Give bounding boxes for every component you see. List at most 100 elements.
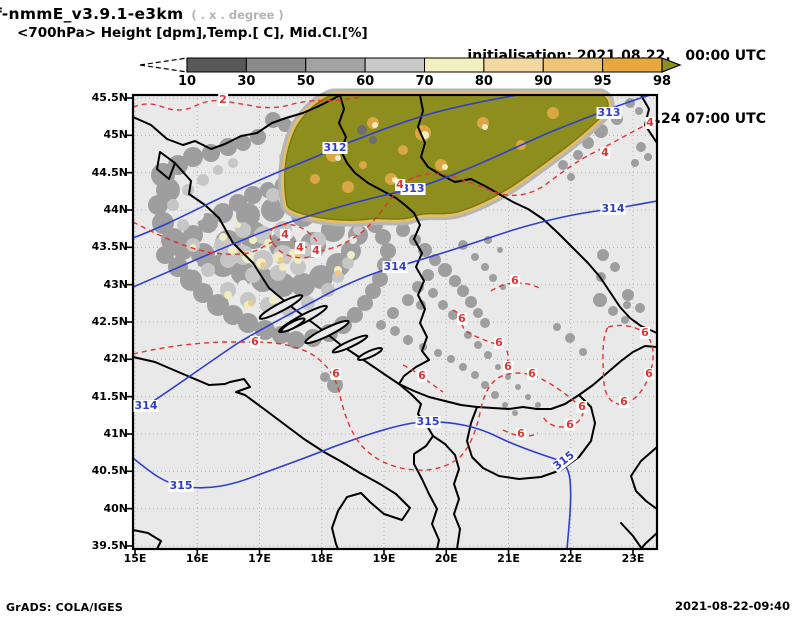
cloud-blob (193, 283, 213, 303)
colorbar-level-label: 95 (594, 74, 612, 89)
cloud-blob (238, 280, 248, 290)
cloud-blob (495, 364, 501, 370)
cloud-blob (290, 259, 306, 275)
cloud-blob (238, 313, 258, 333)
colorbar-level-label: 90 (534, 74, 552, 89)
cloud-blob (471, 371, 479, 379)
header-line1: f-nmmE_v3.9.1-e3km ( . x . degree ) (0, 4, 284, 23)
cloud-blob (261, 198, 285, 222)
cloud-blob (167, 199, 179, 211)
map-frame (131, 93, 659, 551)
temp-contour-label-4: 4 (645, 116, 655, 129)
lat-label-42.5N: 42.5N (91, 314, 128, 328)
cloud-blob (380, 243, 396, 259)
colorbar-segment (602, 57, 663, 73)
cloud-blob (349, 236, 357, 244)
cloud-blob (207, 294, 229, 316)
cloud-blob (269, 296, 277, 304)
cloud-blob (636, 142, 646, 152)
lon-label-15E: 15E (123, 552, 147, 565)
cloud-blob (235, 222, 241, 228)
cloud-blob (369, 136, 377, 144)
cloud-blob (608, 306, 618, 316)
cloud-blob (201, 263, 215, 277)
cloud-blob (553, 323, 561, 331)
cloud-blob (320, 372, 330, 382)
cloud-blob (313, 255, 323, 265)
cloud-blob (357, 295, 373, 311)
cloud-blob (428, 288, 438, 298)
cloud-blob (525, 394, 531, 400)
cloud-blob (403, 335, 413, 345)
temp-contour-label-6: 6 (527, 367, 537, 380)
cloud-blob (249, 236, 257, 244)
cloud-blob (220, 252, 236, 268)
cloud-blob (438, 300, 448, 310)
height-contour-label-314: 314 (600, 202, 626, 215)
lon-label-19E: 19E (372, 552, 396, 565)
cloud-blob (223, 305, 243, 325)
temp-contour-label-6: 6 (640, 326, 650, 339)
colorbar-level-label: 60 (356, 74, 374, 89)
height-contour-label-315: 315 (168, 479, 194, 492)
cloud-cover-colorbar: 10 30 50 60 70 80 90 95 98 (139, 57, 682, 89)
cloud-blob (438, 263, 452, 277)
cloud-blob (505, 374, 511, 380)
cloud-blob (497, 247, 503, 253)
colorbar-segment (305, 57, 366, 73)
cloud-blob (335, 270, 341, 276)
lat-label-45N: 45N (103, 128, 128, 142)
cloud-blob (621, 316, 629, 324)
cloud-blob (220, 282, 236, 298)
cloud-blob (434, 349, 442, 357)
cloud-blob (422, 269, 434, 281)
cloud-blob (219, 233, 227, 241)
lat-label-42N: 42N (103, 352, 128, 366)
colorbar-underflow-arrow (139, 57, 188, 73)
cloud-blob (342, 181, 354, 193)
cloud-blob (309, 265, 333, 289)
cloud-blob (502, 402, 508, 408)
cloud-blob (387, 307, 399, 319)
cloud-blob (515, 384, 521, 390)
cloud-blob (481, 263, 489, 271)
cloud-blob (610, 262, 620, 272)
temp-contour-label-6: 6 (577, 400, 587, 413)
cloud-blob (213, 165, 223, 175)
height-contour-label-312: 312 (322, 141, 348, 154)
cloud-blob (156, 246, 174, 264)
cloud-blob (291, 273, 315, 297)
cloud-blob (236, 203, 260, 227)
temp-contour-label-6: 6 (644, 367, 654, 380)
cloud-blob (390, 326, 400, 336)
lat-label-43.5N: 43.5N (91, 240, 128, 254)
cloud-blob (457, 285, 469, 297)
field-title: <700hPa> Height [dpm],Temp.[ C], Mid.Cl.… (17, 25, 368, 41)
cloud-blob (278, 257, 284, 263)
cloud-blob (183, 225, 203, 245)
lat-label-40N: 40N (103, 501, 128, 515)
cloud-blob (593, 293, 607, 307)
cloud-blob (547, 107, 559, 119)
lon-label-21E: 21E (497, 552, 520, 565)
colorbar-segment (364, 57, 425, 73)
cloud-blob (567, 173, 575, 181)
cloud-blob (248, 300, 254, 306)
model-title: f-nmmE_v3.9.1-e3km (0, 5, 184, 23)
cloud-blob (183, 147, 203, 167)
lon-label-16E: 16E (185, 552, 209, 565)
cloud-blob (622, 289, 634, 301)
cloud-blob (459, 363, 467, 371)
cloud-blob (335, 155, 341, 161)
cloud-blob (235, 135, 251, 151)
temp-contour-label-6: 6 (494, 336, 504, 349)
cloud-blob (202, 144, 220, 162)
cloud-blob (278, 118, 292, 132)
cloud-blob (635, 303, 645, 313)
cloud-blob (631, 159, 639, 167)
grads-credit: GrADS: COLA/IGES (6, 601, 123, 614)
temp-contour-label-6: 6 (565, 418, 575, 431)
height-contour-label-315: 315 (415, 415, 441, 428)
colorbar-overflow-arrow (661, 57, 682, 73)
